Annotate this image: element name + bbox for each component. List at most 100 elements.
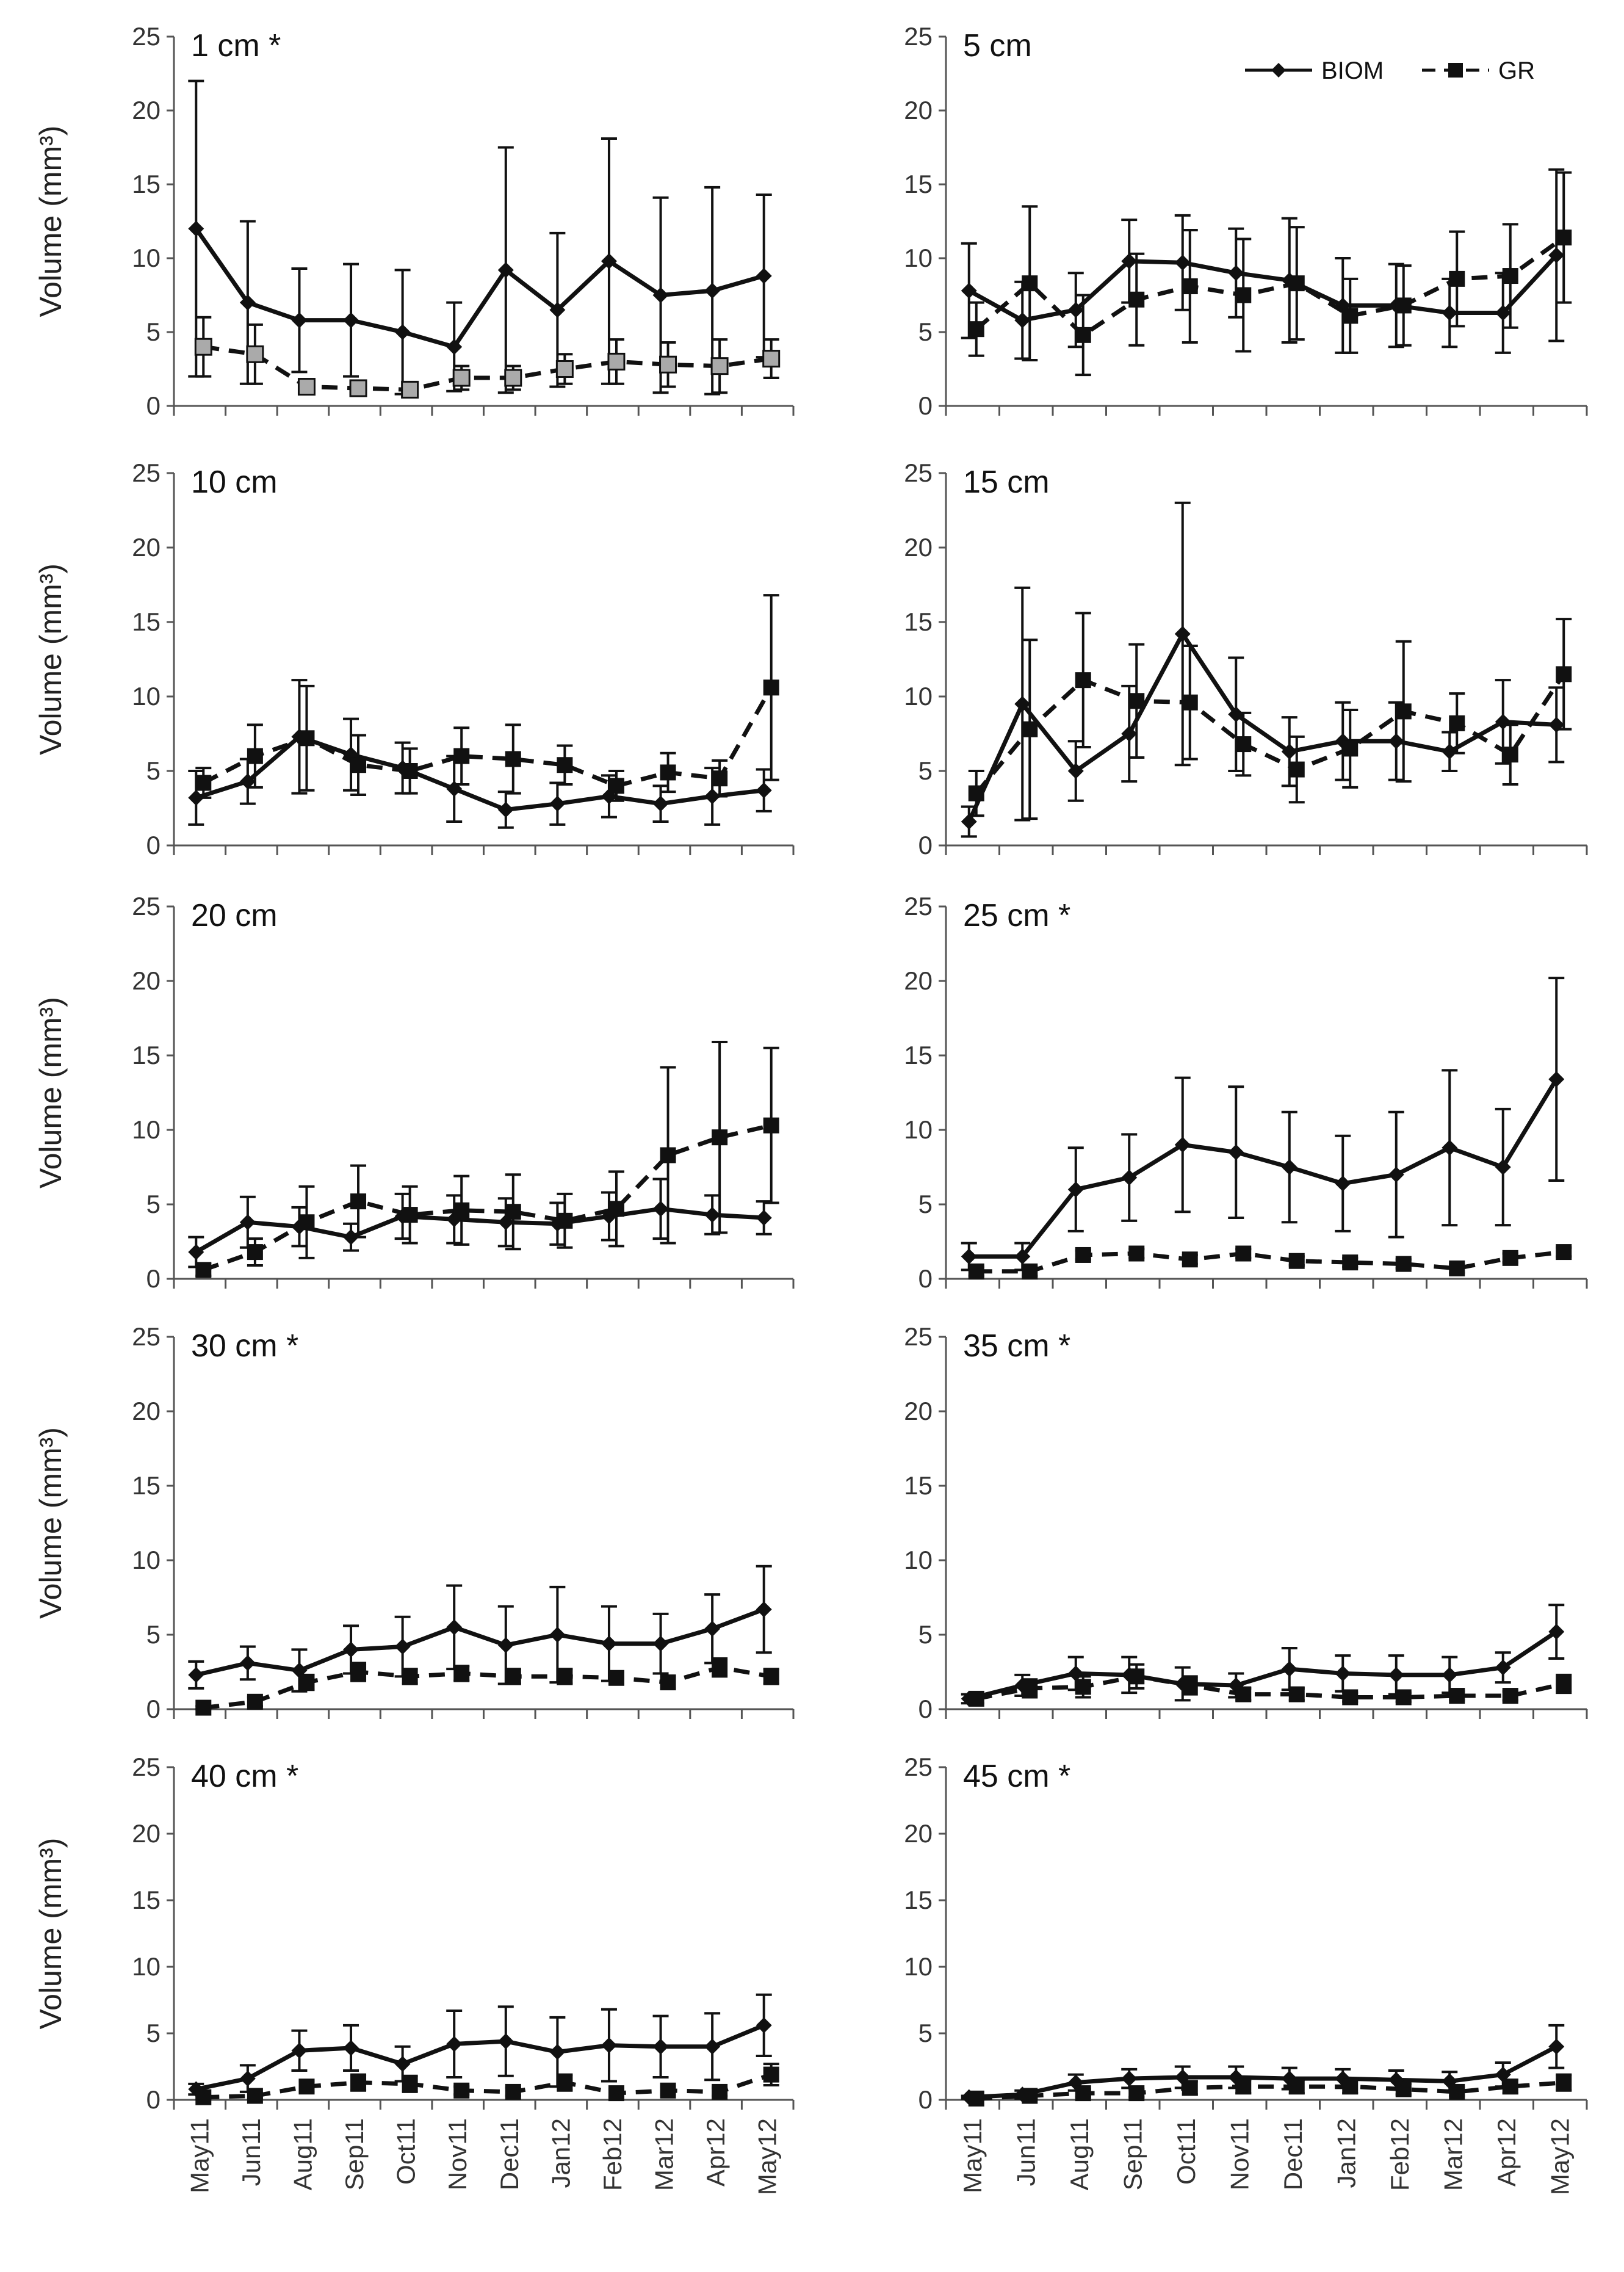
data-point bbox=[1022, 721, 1038, 737]
data-point bbox=[1442, 743, 1458, 760]
data-point bbox=[1395, 1256, 1412, 1272]
series-gr bbox=[195, 2063, 779, 2105]
series-line bbox=[194, 227, 765, 349]
data-point bbox=[1342, 308, 1359, 324]
series-biom bbox=[961, 501, 1565, 838]
x-tick-label: Mar12 bbox=[650, 2118, 679, 2191]
y-tick-label: 0 bbox=[146, 831, 161, 859]
data-point bbox=[195, 1262, 212, 1278]
y-tick-label: 15 bbox=[132, 170, 161, 198]
data-point bbox=[1128, 291, 1145, 308]
data-point bbox=[402, 2075, 418, 2092]
data-point bbox=[652, 1635, 669, 1652]
data-point bbox=[497, 801, 514, 818]
data-point bbox=[1288, 1253, 1305, 1269]
data-point bbox=[961, 283, 977, 299]
data-point bbox=[505, 751, 521, 767]
data-point bbox=[756, 268, 772, 284]
data-point bbox=[1395, 2081, 1412, 2097]
data-point bbox=[1174, 626, 1191, 642]
data-point bbox=[608, 778, 624, 794]
data-point bbox=[968, 321, 984, 338]
legend-marker-biom bbox=[1271, 63, 1286, 78]
panel-title: 5 cm bbox=[963, 28, 1032, 63]
series-line bbox=[968, 1630, 1558, 1701]
data-point bbox=[1449, 2083, 1465, 2100]
y-tick-label: 5 bbox=[146, 1190, 161, 1218]
x-tick-label: Feb12 bbox=[598, 2118, 627, 2191]
data-point bbox=[1128, 1668, 1145, 1685]
y-tick-label: 25 bbox=[132, 1322, 161, 1351]
data-point bbox=[1449, 1688, 1465, 1704]
data-point bbox=[1235, 2078, 1252, 2095]
data-point bbox=[505, 1204, 521, 1220]
data-point bbox=[1288, 761, 1305, 778]
panel-title: 30 cm * bbox=[191, 1328, 298, 1364]
data-point bbox=[343, 2039, 359, 2056]
y-tick-label: 10 bbox=[904, 1115, 933, 1144]
data-point bbox=[1075, 1679, 1091, 1695]
y-tick-label: 10 bbox=[132, 1546, 161, 1574]
y-tick-label: 0 bbox=[918, 1264, 933, 1293]
x-tick-label: Sep11 bbox=[340, 2118, 369, 2190]
y-tick-label: 5 bbox=[918, 1190, 933, 1218]
y-tick-label: 20 bbox=[132, 1819, 161, 1848]
data-point bbox=[350, 757, 367, 773]
y-tick-label: 10 bbox=[132, 682, 161, 711]
y-tick-label: 0 bbox=[918, 2085, 933, 2114]
data-point bbox=[239, 1655, 256, 1671]
data-point bbox=[1235, 736, 1252, 753]
data-point bbox=[1335, 1665, 1351, 1682]
data-point bbox=[1556, 2074, 1572, 2091]
data-point bbox=[350, 1664, 367, 1680]
data-point bbox=[343, 1641, 359, 1658]
data-point bbox=[1495, 2066, 1511, 2083]
panel-title: 40 cm * bbox=[191, 1759, 298, 1794]
y-tick-label: 5 bbox=[146, 317, 161, 346]
x-tick-label: Sep11 bbox=[1118, 2118, 1147, 2190]
data-point bbox=[608, 2085, 624, 2102]
data-point bbox=[1235, 1686, 1252, 1702]
data-point bbox=[763, 679, 779, 696]
data-point bbox=[497, 2033, 514, 2050]
data-point bbox=[505, 1668, 521, 1685]
data-point bbox=[712, 1659, 728, 1676]
series-line bbox=[203, 1665, 772, 1710]
data-point bbox=[762, 350, 781, 368]
y-tick-label: 15 bbox=[132, 1041, 161, 1069]
data-point bbox=[549, 795, 566, 812]
y-tick-label: 5 bbox=[146, 756, 161, 785]
data-point bbox=[394, 324, 411, 340]
data-point bbox=[549, 302, 566, 318]
x-tick-label: Apr12 bbox=[701, 2118, 730, 2187]
data-point bbox=[652, 1201, 669, 1217]
y-axis-label: Volume (mm³) bbox=[34, 563, 68, 755]
x-tick-label: Jun11 bbox=[1011, 2118, 1040, 2186]
data-point bbox=[601, 253, 617, 269]
panel-title: 25 cm * bbox=[963, 898, 1070, 933]
data-point bbox=[1449, 270, 1465, 287]
data-point bbox=[1548, 2038, 1565, 2055]
data-point bbox=[712, 1129, 728, 1146]
panel-2: 0 5 10 15 20 25 5 cm BIOM GR bbox=[904, 22, 1588, 420]
data-point bbox=[1014, 696, 1031, 712]
panel-9: 0 5 10 15 20 25 May11 Jun11 Aug11 Sep11 Oct11 Nov11… bbox=[34, 1753, 795, 2195]
data-point bbox=[652, 795, 669, 812]
data-point bbox=[652, 287, 669, 303]
data-point bbox=[1388, 1167, 1404, 1183]
x-tick-label: Aug11 bbox=[1065, 2118, 1094, 2190]
y-tick-label: 10 bbox=[132, 1115, 161, 1144]
data-point bbox=[763, 1668, 779, 1685]
data-point bbox=[549, 1627, 566, 1643]
series-gr bbox=[968, 2073, 1572, 2107]
data-point bbox=[660, 764, 676, 781]
series-line bbox=[195, 1206, 764, 1254]
panel-title: 35 cm * bbox=[963, 1328, 1070, 1364]
data-point bbox=[961, 813, 977, 830]
data-point bbox=[298, 1674, 315, 1691]
data-point bbox=[298, 2078, 315, 2095]
data-point bbox=[1502, 1250, 1518, 1266]
series-biom bbox=[961, 2024, 1565, 2105]
data-point bbox=[659, 355, 677, 374]
y-tick-label: 0 bbox=[146, 1264, 161, 1293]
